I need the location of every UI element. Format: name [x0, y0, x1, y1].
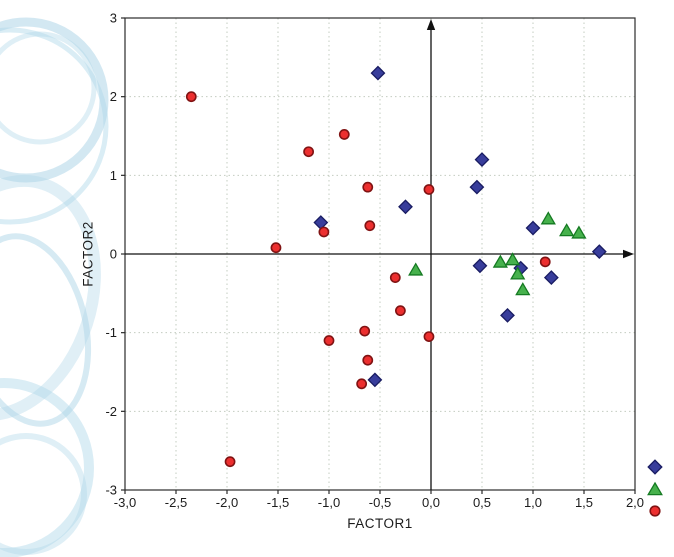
x-tick-label: -1,0: [318, 495, 340, 510]
data-point: [370, 65, 386, 81]
x-tick-label: 0,0: [422, 495, 440, 510]
series-triangle: [408, 211, 587, 296]
data-point: [500, 307, 515, 323]
data-point: [389, 272, 401, 283]
data-point: [394, 305, 406, 317]
diamond-legend-icon: [646, 458, 663, 475]
data-point: [504, 252, 521, 266]
data-point: [510, 266, 526, 280]
data-point: [474, 152, 490, 168]
circle-legend-icon: [648, 504, 661, 517]
y-tick-label: 3: [110, 11, 117, 26]
y-tick-label: 0: [110, 247, 117, 262]
series-circle: [185, 91, 551, 468]
data-point: [224, 456, 236, 468]
data-point: [525, 220, 541, 236]
data-point: [270, 242, 282, 254]
legend-item-triangles: [646, 480, 663, 497]
x-tick-label: -3,0: [114, 495, 136, 510]
data-point: [539, 256, 551, 268]
zero-axes: [125, 19, 634, 490]
data-point: [591, 244, 607, 260]
data-point: [469, 179, 485, 195]
x-tick-label: -2,0: [216, 495, 238, 510]
x-tick-label: -2,5: [165, 495, 187, 510]
data-point: [472, 258, 488, 274]
tick-labels: -3,0 -2,5 -2,0 -1,5 -1,0 -0,5 0,0 0,5 1,0 1,5 2,0 -…: [105, 11, 644, 511]
x-tick-label: 1,5: [575, 495, 593, 510]
triangle-legend-icon: [646, 481, 663, 495]
data-point: [559, 223, 575, 237]
y-tick-label: 1: [110, 168, 117, 183]
legend-item-diamonds: [646, 458, 663, 475]
x-tick-label: 2,0: [626, 495, 644, 510]
data-point: [303, 146, 314, 158]
legend: [646, 458, 663, 519]
y-tick-label: 2: [110, 89, 117, 104]
data-point: [571, 225, 587, 239]
data-point: [338, 129, 350, 140]
x-tick-label: 1,0: [524, 495, 542, 510]
x-axis-title: FACTOR1: [347, 516, 413, 531]
data-point: [515, 282, 531, 296]
data-point: [318, 226, 330, 238]
data-point: [364, 220, 376, 232]
data-point: [367, 372, 383, 388]
y-tick-label: -2: [105, 404, 117, 419]
data-point: [408, 262, 424, 276]
x-tick-label: 0,5: [473, 495, 491, 510]
data-point: [492, 254, 508, 268]
data-point: [356, 378, 368, 390]
data-point: [543, 270, 559, 286]
legend-item-circles: [646, 502, 663, 519]
data-point: [362, 354, 374, 366]
data-point: [359, 325, 371, 337]
x-tick-label: -0,5: [369, 495, 391, 510]
data-point: [398, 199, 413, 215]
decorative-swirls: [0, 17, 109, 557]
y-tick-label: -1: [105, 325, 117, 340]
x-axis-arrowhead: [623, 249, 634, 259]
data-point: [423, 184, 435, 195]
series-diamond: [313, 65, 607, 388]
x-tick-label: -1,5: [267, 495, 289, 510]
y-axis-arrowhead: [426, 19, 436, 30]
data-point: [362, 181, 374, 193]
data-point: [185, 91, 197, 103]
y-axis-title: FACTOR2: [80, 221, 96, 287]
y-tick-label: -3: [105, 483, 117, 498]
data-point: [323, 335, 335, 346]
data-point: [540, 211, 556, 225]
data-point: [423, 331, 435, 342]
